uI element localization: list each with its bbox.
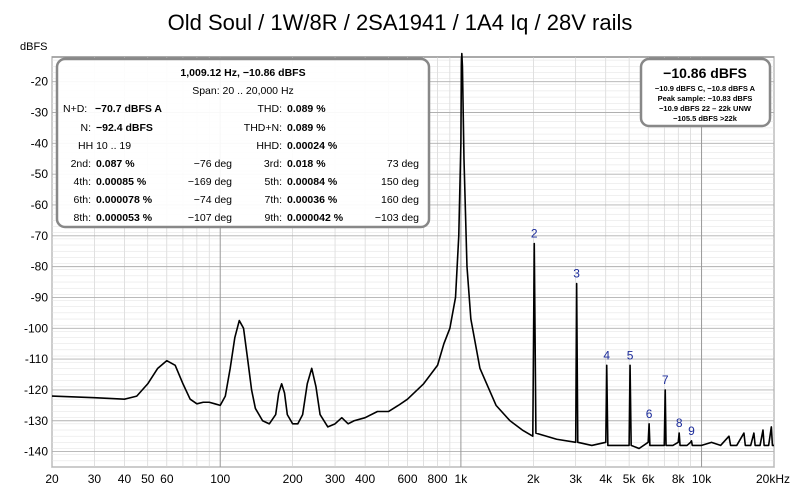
thd-value: 0.089 % xyxy=(287,103,326,115)
y-tick-label: -100 xyxy=(24,321,48,335)
x-tick-label: 200 xyxy=(283,472,303,486)
harmonic-label-3: 3 xyxy=(573,267,580,281)
harmonic-row-value: 0.087 % xyxy=(96,158,135,170)
y-tick-label: -70 xyxy=(31,229,49,243)
level-box: −10.86 dBFS −10.9 dBFS C, −10.8 dBFS A P… xyxy=(639,57,772,128)
level-line-2: Peak sample: −10.83 dBFS xyxy=(658,94,753,103)
harmonic-row-label: 5th: xyxy=(264,176,282,188)
x-tick-label: 400 xyxy=(355,472,375,486)
level-box-frame xyxy=(639,57,772,128)
level-line-3: −10.9 dBFS 22 – 22k UNW xyxy=(659,104,752,113)
harmonic-row-value: 0.00036 % xyxy=(287,194,338,206)
x-tick-label: 40 xyxy=(118,472,132,486)
y-tick-label: -40 xyxy=(31,136,49,150)
harmonic-row-value: 0.000042 % xyxy=(287,212,344,224)
n-value: −92.4 dBFS xyxy=(96,122,153,134)
level-main: −10.86 dBFS xyxy=(663,65,747,81)
x-tick-label: 50 xyxy=(141,472,155,486)
y-axis-unit-label: dBFS xyxy=(20,41,48,53)
hh-range: HH 10 .. 19 xyxy=(78,140,131,152)
spectrum-trace xyxy=(51,52,774,450)
level-line-4: −105.5 dBFS >22k xyxy=(673,114,738,123)
hhd-value: 0.00024 % xyxy=(287,140,338,152)
harmonic-row-value: 0.000053 % xyxy=(96,212,153,224)
harmonic-label-5: 5 xyxy=(627,348,634,362)
harmonic-rows: 2nd: 0.087 % −76 deg 3rd: 0.018 % 73 deg 4th: 0… xyxy=(71,158,420,224)
x-tick-label: 30 xyxy=(88,472,102,486)
thd-label: THD: xyxy=(258,103,283,115)
y-tick-label: -130 xyxy=(24,414,48,428)
y-tick-label: -50 xyxy=(31,167,49,181)
harmonic-label-4: 4 xyxy=(603,348,610,362)
x-tick-label: 100 xyxy=(210,472,230,486)
hhd-label: HHD: xyxy=(256,140,282,152)
harmonic-row-value: 0.00085 % xyxy=(96,176,147,188)
harmonic-row-phase: −76 deg xyxy=(194,158,232,170)
harmonic-label-2: 2 xyxy=(531,227,538,241)
harmonic-row-phase: −107 deg xyxy=(188,212,232,224)
harmonic-label-9: 9 xyxy=(688,424,695,438)
x-tick-label: 3k xyxy=(569,472,583,486)
harmonic-row-value: 0.00084 % xyxy=(287,176,338,188)
x-tick-label: 2k xyxy=(527,472,541,486)
harmonic-row-label: 8th: xyxy=(73,212,91,224)
harmonic-row-phase: −74 deg xyxy=(194,194,232,206)
info-span: Span: 20 .. 20,000 Hz xyxy=(192,85,294,97)
harmonic-label-8: 8 xyxy=(676,416,683,430)
x-axis-ticks: 20 30 40 50 60 100 200 300 400 600 800 1k 2k 3k 4k 5k 6k… xyxy=(45,472,790,486)
harmonic-row-value: 0.018 % xyxy=(287,158,326,170)
harmonic-row-phase: 160 deg xyxy=(381,194,419,206)
y-tick-label: -60 xyxy=(31,198,49,212)
x-tick-label: 20kHz xyxy=(756,472,790,486)
harmonic-row-phase: −103 deg xyxy=(375,212,419,224)
chart-title: Old Soul / 1W/8R / 2SA1941 / 1A4 Iq / 28… xyxy=(168,10,633,35)
nd-value: −70.7 dBFS A xyxy=(95,103,162,115)
x-tick-label: 10k xyxy=(692,472,712,486)
info-header: 1,009.12 Hz, −10.86 dBFS xyxy=(180,67,305,79)
x-tick-label: 6k xyxy=(642,472,656,486)
n-label: N: xyxy=(81,122,92,134)
harmonic-label-7: 7 xyxy=(662,373,669,387)
harmonic-row-label: 9th: xyxy=(264,212,282,224)
y-tick-label: -140 xyxy=(24,445,48,459)
thdn-value: 0.089 % xyxy=(287,122,326,134)
thdn-label: THD+N: xyxy=(244,122,282,134)
y-tick-label: -110 xyxy=(25,352,48,366)
harmonic-row-value: 0.000078 % xyxy=(96,194,153,206)
harmonic-row-label: 6th: xyxy=(73,194,91,206)
harmonic-labels: 2 3 4 5 6 7 89 xyxy=(531,227,695,438)
nd-label: N+D: xyxy=(63,103,87,115)
harmonic-row-label: 7th: xyxy=(264,194,282,206)
x-tick-label: 5k xyxy=(623,472,637,486)
y-tick-label: -90 xyxy=(31,290,49,304)
harmonic-row-phase: −169 deg xyxy=(188,176,232,188)
y-axis-ticks: -20 -30 -40 -50 -60 -70 -80 -90 -100 -110 -120 -130… xyxy=(24,75,48,459)
x-tick-label: 20 xyxy=(45,472,59,486)
harmonic-row-phase: 73 deg xyxy=(387,158,419,170)
y-tick-label: -120 xyxy=(24,383,48,397)
harmonic-row-phase: 150 deg xyxy=(381,176,419,188)
info-box-frame xyxy=(55,57,431,229)
x-tick-label: 600 xyxy=(397,472,417,486)
y-tick-label: -20 xyxy=(31,75,49,89)
harmonic-row-label: 2nd: xyxy=(71,158,91,170)
harmonic-row-label: 3rd: xyxy=(264,158,282,170)
x-tick-label: 8k xyxy=(672,472,686,486)
x-tick-label: 60 xyxy=(160,472,174,486)
x-tick-label: 1k xyxy=(455,472,469,486)
harmonic-label-6: 6 xyxy=(646,407,653,421)
y-tick-label: -30 xyxy=(31,105,49,119)
y-tick-label: -80 xyxy=(31,260,49,274)
x-tick-label: 300 xyxy=(325,472,345,486)
x-tick-label: 800 xyxy=(428,472,448,486)
x-tick-label: 4k xyxy=(599,472,613,486)
harmonic-row-label: 4th: xyxy=(73,176,91,188)
level-line-1: −10.9 dBFS C, −10.8 dBFS A xyxy=(655,84,756,93)
measurement-info-box: 1,009.12 Hz, −10.86 dBFS Span: 20 .. 20,… xyxy=(55,57,431,229)
